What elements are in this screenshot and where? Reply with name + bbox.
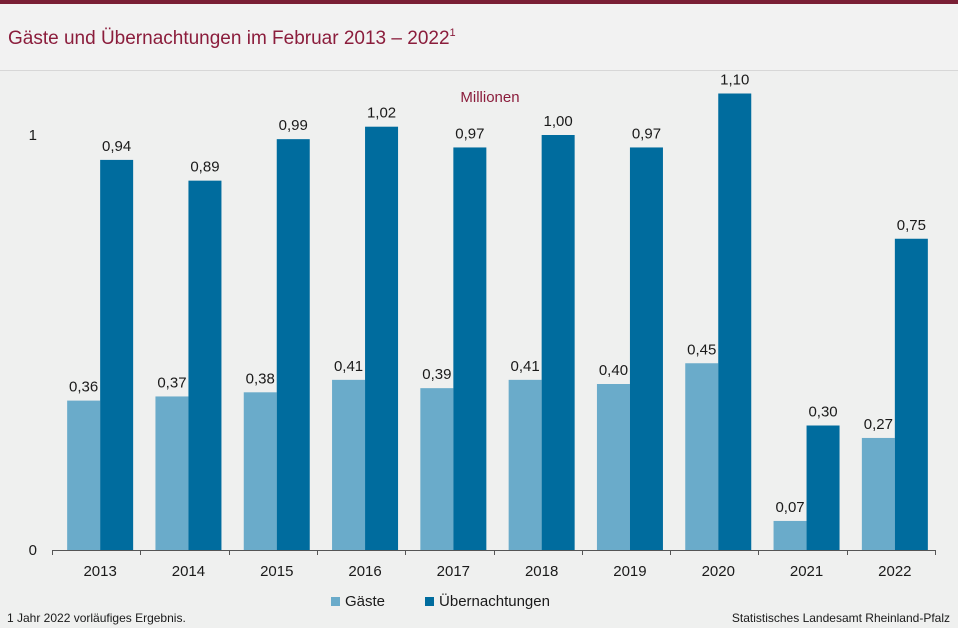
bar-gaeste-2013 <box>67 400 101 550</box>
bar-gaeste-2021 <box>773 520 807 550</box>
x-tick-label: 2014 <box>172 563 205 580</box>
title-footnote-marker: 1 <box>449 27 456 39</box>
x-tick-label: 2016 <box>348 563 381 580</box>
bar-gaeste-2018 <box>508 379 542 550</box>
data-label-uebernachtungen: 0,97 <box>632 125 661 142</box>
bar-gaeste-2016 <box>332 379 366 550</box>
bar-gaeste-2014 <box>155 396 189 550</box>
x-tick-label: 2017 <box>437 563 470 580</box>
bar-uebernachtungen-2020 <box>718 93 752 550</box>
bar-gaeste-2017 <box>420 388 454 550</box>
data-label-gaeste: 0,41 <box>511 358 540 375</box>
source-note: Statistisches Landesamt Rheinland-Pfalz <box>731 611 950 625</box>
data-label-uebernachtungen: 0,75 <box>897 217 926 234</box>
bar-uebernachtungen-2013 <box>100 159 134 550</box>
bar-uebernachtungen-2014 <box>188 180 222 550</box>
x-tick-label: 2019 <box>613 563 646 580</box>
data-label-gaeste: 0,39 <box>422 366 451 383</box>
x-tick-label: 2020 <box>702 563 735 580</box>
bar-uebernachtungen-2021 <box>806 425 840 550</box>
bar-uebernachtungen-2022 <box>894 238 928 550</box>
bar-gaeste-2019 <box>596 384 630 550</box>
legend-item-gaeste: Gäste <box>331 593 385 610</box>
data-label-uebernachtungen: 0,30 <box>808 404 837 421</box>
data-label-gaeste: 0,07 <box>775 499 804 516</box>
data-label-uebernachtungen: 0,94 <box>102 138 131 155</box>
legend-item-uebernachtungen: Übernachtungen <box>425 593 550 610</box>
data-label-uebernachtungen: 1,10 <box>720 72 749 89</box>
x-tick-label: 2022 <box>878 563 911 580</box>
bar-uebernachtungen-2016 <box>365 126 399 550</box>
bar-gaeste-2020 <box>685 363 719 550</box>
bar-uebernachtungen-2018 <box>541 135 575 550</box>
bar-gaeste-2015 <box>243 392 277 550</box>
data-label-gaeste: 0,45 <box>687 341 716 358</box>
x-tick-label: 2015 <box>260 563 293 580</box>
data-label-gaeste: 0,27 <box>864 416 893 433</box>
x-tick-label: 2013 <box>83 563 116 580</box>
legend-swatch-uebernachtungen <box>425 597 435 606</box>
legend: Gäste Übernachtungen <box>331 593 590 610</box>
data-label-gaeste: 0,37 <box>157 374 186 391</box>
data-label-gaeste: 0,38 <box>246 370 275 387</box>
data-label-gaeste: 0,36 <box>69 379 98 396</box>
data-label-gaeste: 0,41 <box>334 358 363 375</box>
data-label-uebernachtungen: 0,97 <box>455 125 484 142</box>
title-bar: Gäste und Übernachtungen im Februar 2013… <box>0 4 958 71</box>
data-label-uebernachtungen: 1,02 <box>367 105 396 122</box>
legend-label-uebernachtungen: Übernachtungen <box>439 593 550 610</box>
chart-title: Gäste und Übernachtungen im Februar 2013… <box>8 27 456 49</box>
x-tick-label: 2021 <box>790 563 823 580</box>
data-label-uebernachtungen: 0,99 <box>279 117 308 134</box>
data-label-gaeste: 0,40 <box>599 362 628 379</box>
unit-label: Millionen <box>460 89 520 106</box>
legend-label-gaeste: Gäste <box>345 593 386 610</box>
bar-uebernachtungen-2019 <box>629 147 663 550</box>
top-accent-rule <box>0 0 958 4</box>
x-tick-label: 2018 <box>525 563 558 580</box>
y-tick-label: 1 <box>29 127 37 144</box>
y-tick-label: 0 <box>29 542 37 559</box>
footnote: 1 Jahr 2022 vorläufiges Ergebnis. <box>7 611 186 625</box>
bar-gaeste-2022 <box>861 437 895 550</box>
bar-uebernachtungen-2015 <box>276 139 310 550</box>
bar-uebernachtungen-2017 <box>453 147 487 550</box>
legend-swatch-gaeste <box>331 597 340 606</box>
data-label-uebernachtungen: 0,89 <box>190 159 219 176</box>
data-label-uebernachtungen: 1,00 <box>544 113 573 130</box>
